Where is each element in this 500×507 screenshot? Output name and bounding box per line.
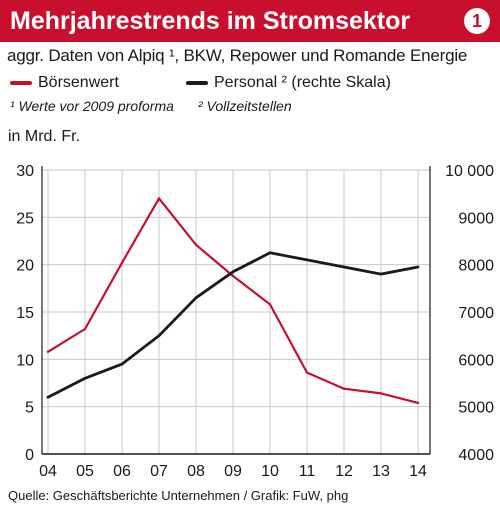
- x-tick-label: 08: [187, 463, 205, 480]
- footnote-proforma: ¹ Werte vor 2009 proforma: [10, 98, 174, 114]
- boersenwert-point-11: [305, 371, 309, 374]
- x-tick-label: 05: [76, 463, 94, 480]
- x-tick-label: 04: [39, 463, 57, 480]
- x-tick-label: 13: [372, 463, 390, 480]
- source-note: Quelle: Geschäftsberichte Unternehmen / …: [8, 488, 349, 503]
- x-tick-label: 10: [261, 463, 279, 480]
- boersenwert-point-07: [157, 197, 161, 200]
- personal-point-08: [194, 296, 198, 299]
- boersenwert-point-06: [120, 261, 124, 264]
- personal-point-05: [83, 377, 87, 380]
- y-left-tick-label: 15: [16, 305, 34, 322]
- personal-point-10: [268, 251, 272, 254]
- y-axis-unit-label: in Mrd. Fr.: [8, 128, 81, 145]
- x-tick-label: 06: [113, 463, 131, 480]
- boersenwert-point-09: [231, 274, 235, 278]
- chart-number-badge: 1: [464, 8, 490, 34]
- x-tick-label: 14: [409, 463, 427, 480]
- x-tick-label: 09: [224, 463, 242, 480]
- boersenwert-point-05: [83, 327, 87, 331]
- legend-label-boersenwert: Börsenwert: [38, 74, 119, 91]
- y-right-tick-label: 4000: [458, 447, 494, 464]
- boersenwert-point-12: [342, 387, 346, 390]
- legend-swatch-boersenwert: [10, 81, 32, 85]
- y-right-tick-label: 5000: [458, 400, 494, 417]
- y-left-tick-label: 0: [25, 447, 34, 464]
- y-left-tick-label: 30: [16, 163, 34, 180]
- x-tick-label: 11: [299, 463, 316, 480]
- legend-item-personal: Personal ² (rechte Skala): [186, 72, 391, 94]
- boersenwert-point-14: [416, 401, 420, 405]
- y-right-tick-label: 10 000: [445, 163, 494, 180]
- chart-subtitle: aggr. Daten von Alpiq ¹, BKW, Repower un…: [7, 46, 468, 65]
- y-left-tick-label: 25: [16, 210, 34, 227]
- y-right-tick-label: 6000: [458, 352, 494, 369]
- y-right-tick-label: 8000: [458, 258, 494, 275]
- personal-point-06: [120, 362, 124, 366]
- personal-point-11: [305, 258, 309, 262]
- chart-header: Mehrjahrestrends im Stromsektor 1: [0, 0, 500, 42]
- y-left-tick-label: 5: [25, 400, 34, 417]
- x-tick-label: 12: [335, 463, 353, 480]
- chart-title: Mehrjahrestrends im Stromsektor: [10, 7, 411, 35]
- boersenwert-point-04: [46, 350, 50, 353]
- legend-item-boersenwert: Börsenwert: [10, 72, 119, 94]
- x-tick-label: 07: [150, 463, 168, 480]
- boersenwert-point-13: [379, 392, 383, 395]
- legend-swatch-personal: [186, 81, 208, 85]
- personal-point-12: [342, 265, 346, 269]
- boersenwert-point-10: [268, 303, 272, 306]
- personal-point-09: [231, 270, 235, 273]
- personal-point-14: [416, 265, 420, 269]
- y-left-tick-label: 20: [16, 258, 34, 275]
- y-right-tick-label: 7000: [458, 305, 494, 322]
- y-right-tick-label: 9000: [458, 210, 494, 227]
- footnote-vollzeit: ² Vollzeitstellen: [198, 98, 292, 114]
- personal-point-13: [379, 272, 383, 276]
- personal-point-04: [46, 396, 50, 399]
- boersenwert-point-08: [194, 243, 198, 246]
- personal-point-07: [157, 334, 161, 337]
- y-left-tick-label: 10: [16, 352, 34, 369]
- legend-label-personal: Personal ² (rechte Skala): [214, 74, 391, 91]
